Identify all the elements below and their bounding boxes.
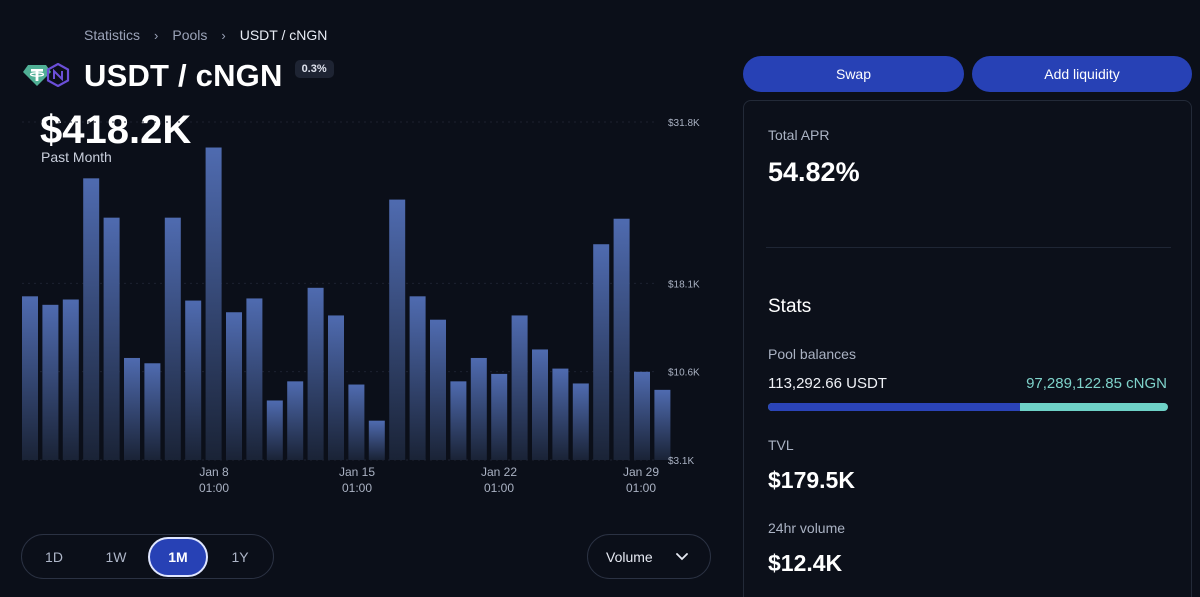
chevron-down-icon — [676, 552, 688, 560]
metric-dropdown[interactable]: Volume — [587, 534, 711, 579]
chart-bar[interactable] — [246, 298, 263, 460]
chart-bar[interactable] — [328, 315, 344, 460]
volume-24h-value: $12.4K — [768, 550, 843, 576]
chart-period-label: Past Month — [41, 149, 112, 165]
chevron-right-icon: › — [221, 27, 226, 43]
stats-heading: Stats — [768, 296, 812, 317]
usdt-share-fill — [768, 403, 1020, 411]
usdt-token-icon — [23, 65, 51, 86]
chart-bar[interactable] — [144, 363, 161, 460]
y-tick-label: $31.8K — [668, 118, 700, 129]
chart-total-value: $418.2K — [40, 108, 192, 152]
x-tick-time: 01:00 — [199, 481, 229, 495]
pool-stats-panel: Total APR 54.82% Stats Pool balances 113… — [743, 100, 1192, 597]
fee-badge: 0.3% — [294, 60, 334, 78]
pool-header: USDT / cNGN 0.3% — [22, 58, 334, 94]
chevron-right-icon: › — [154, 27, 159, 43]
apr-label: Total APR — [768, 127, 830, 143]
chart-bar[interactable] — [124, 357, 140, 460]
tvl-value: $179.5K — [768, 467, 855, 493]
chart-bar[interactable] — [226, 312, 242, 460]
chart-bar[interactable] — [164, 217, 181, 460]
chart-bar[interactable] — [348, 384, 365, 460]
x-tick-date: Jan 22 — [481, 465, 517, 479]
x-tick-date: Jan 15 — [339, 465, 375, 479]
volume-24h-label: 24hr volume — [768, 520, 846, 536]
usdt-balance: 113,292.66 USDT — [768, 375, 887, 392]
token-pair-icons — [22, 61, 72, 91]
chart-bar[interactable] — [266, 400, 283, 460]
timeframe-1d-button[interactable]: 1D — [45, 548, 63, 565]
divider — [766, 247, 1171, 248]
metric-dropdown-value: Volume — [606, 548, 653, 565]
chart-bars — [22, 147, 671, 460]
chart-bar[interactable] — [83, 178, 100, 460]
chart-bar[interactable] — [654, 389, 671, 460]
chart-bar[interactable] — [287, 381, 304, 460]
chart-bar[interactable] — [62, 299, 79, 460]
pool-balance-bar — [768, 403, 1168, 411]
chart-bar[interactable] — [103, 217, 120, 460]
chart-bar[interactable] — [409, 296, 426, 460]
chart-bar[interactable] — [634, 371, 650, 460]
breadcrumb-statistics[interactable]: Statistics — [84, 27, 141, 43]
chart-x-axis: Jan 8 01:00 Jan 15 01:00 Jan 22 01:00 Jan 29 01… — [199, 465, 659, 495]
chart-bar[interactable] — [552, 368, 569, 460]
chart-bar[interactable] — [389, 199, 406, 460]
chart-bar[interactable] — [22, 296, 38, 460]
chart-bar[interactable] — [532, 349, 548, 460]
y-tick-label: $18.1K — [668, 279, 700, 290]
x-tick-date: Jan 29 — [623, 465, 659, 479]
breadcrumb-pools[interactable]: Pools — [172, 27, 208, 43]
x-tick-time: 01:00 — [484, 481, 514, 495]
cngn-token-icon — [46, 63, 70, 87]
chart-bar[interactable] — [470, 357, 487, 460]
timeframe-1w-button[interactable]: 1W — [105, 548, 127, 565]
apr-value: 54.82% — [768, 157, 860, 187]
y-tick-label: $10.6K — [668, 368, 700, 379]
tvl-label: TVL — [768, 437, 794, 453]
chart-bar[interactable] — [450, 381, 467, 460]
page-title: USDT / cNGN — [84, 58, 283, 93]
chart-bar[interactable] — [572, 383, 589, 460]
y-tick-label: $3.1K — [668, 456, 694, 467]
pool-balances-label: Pool balances — [768, 346, 856, 362]
chart-y-axis: $31.8K $18.1K $10.6K $3.1K — [668, 118, 700, 467]
swap-button[interactable]: Swap — [743, 56, 964, 92]
chart-bar[interactable] — [511, 315, 528, 460]
breadcrumb: Statistics › Pools › USDT / cNGN — [84, 27, 327, 43]
timeframe-1m-button[interactable]: 1M — [148, 536, 208, 577]
chart-bar[interactable] — [368, 420, 385, 460]
chart-bar[interactable] — [205, 147, 222, 460]
x-tick-date: Jan 8 — [199, 465, 229, 479]
volume-chart[interactable]: $31.8K $18.1K $10.6K $3.1K Jan 8 01:00 Jan 15… — [0, 110, 720, 500]
chart-bar[interactable] — [613, 218, 630, 460]
x-tick-time: 01:00 — [626, 481, 656, 495]
chart-bar[interactable] — [430, 319, 446, 460]
chart-bar[interactable] — [185, 300, 202, 460]
chart-bar[interactable] — [593, 244, 610, 460]
chart-bar[interactable] — [42, 304, 59, 460]
x-tick-time: 01:00 — [342, 481, 372, 495]
timeframe-1y-button[interactable]: 1Y — [231, 548, 249, 565]
chart-bar[interactable] — [491, 373, 508, 460]
cngn-balance: 97,289,122.85 cNGN — [1026, 375, 1167, 392]
breadcrumb-current: USDT / cNGN — [239, 27, 328, 43]
chart-bar[interactable] — [307, 287, 324, 460]
add-liquidity-button[interactable]: Add liquidity — [972, 56, 1192, 92]
timeframe-selector: 1D 1W 1M 1Y — [21, 534, 274, 579]
